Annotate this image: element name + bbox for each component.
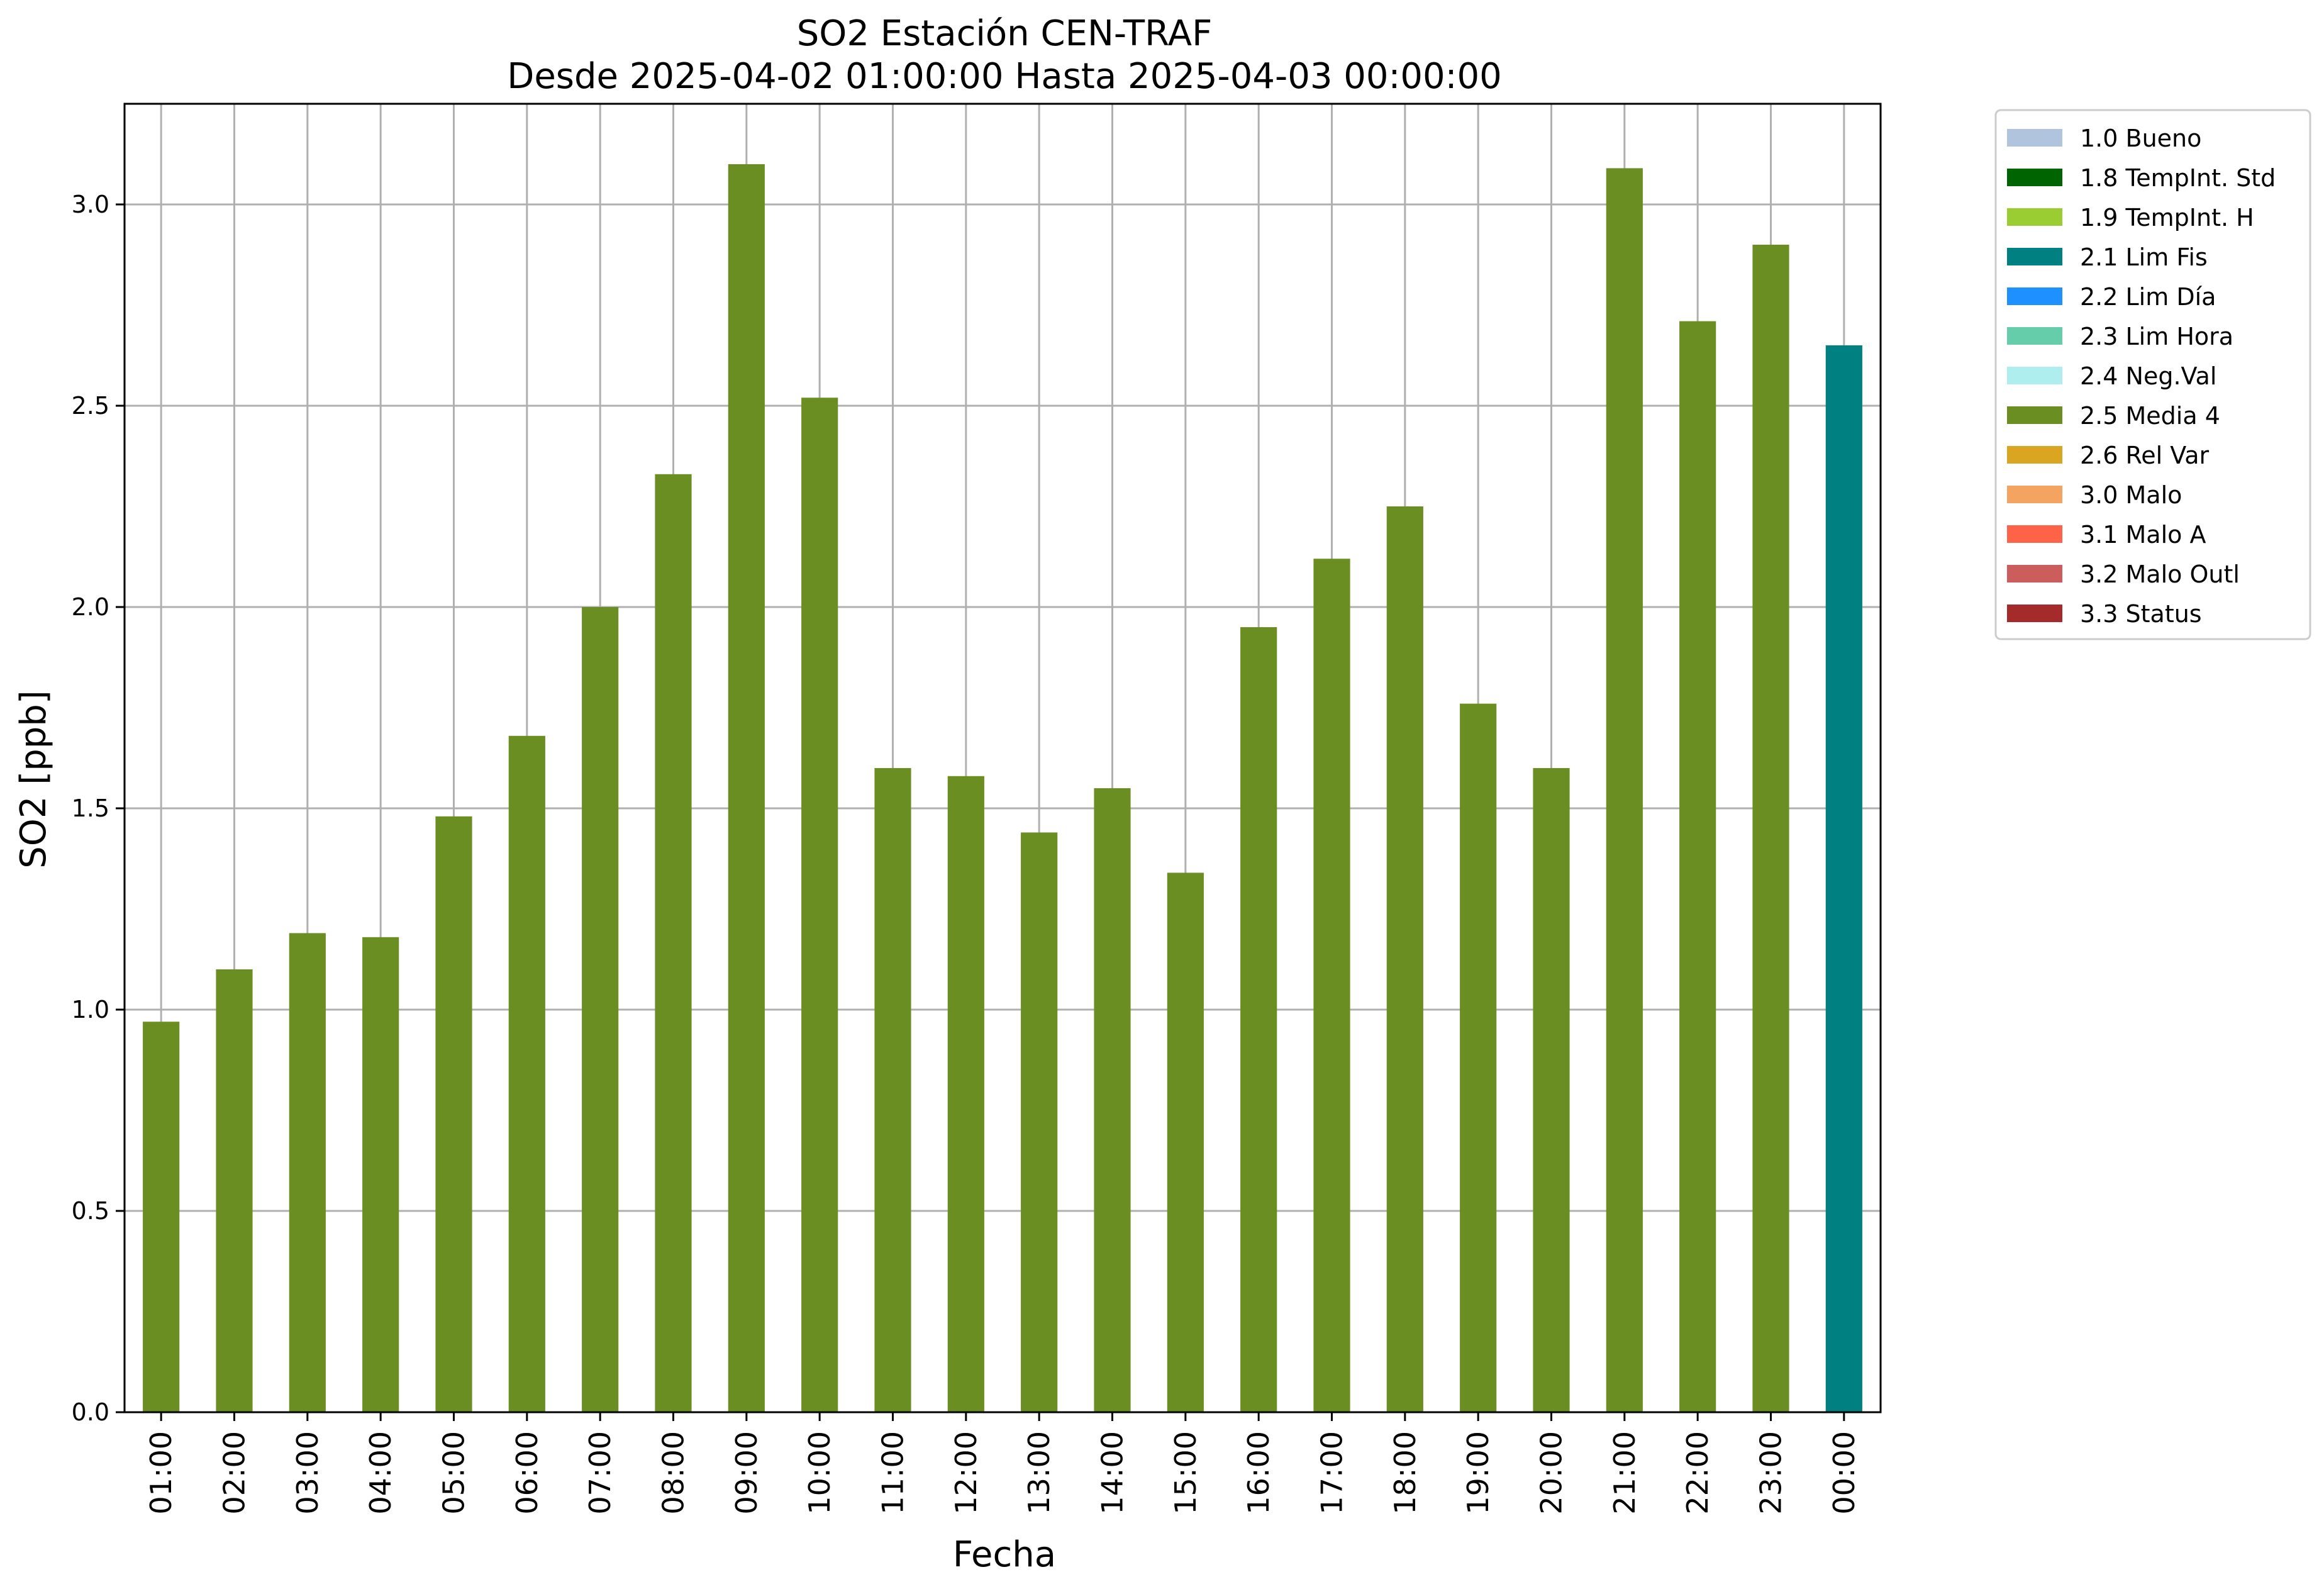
bar-0500	[435, 816, 472, 1412]
x-tick-label: 10:00	[803, 1431, 837, 1515]
bar-1500	[1167, 872, 1204, 1412]
bar-2100	[1606, 168, 1643, 1412]
x-tick-label: 14:00	[1096, 1431, 1130, 1515]
x-tick-label: 13:00	[1022, 1431, 1056, 1515]
y-tick-label: 1.5	[72, 794, 109, 822]
legend-label: 3.1 Malo A	[2080, 521, 2206, 549]
y-tick-label: 0.0	[72, 1398, 109, 1426]
legend-swatch	[2007, 446, 2062, 464]
x-tick-label: 22:00	[1681, 1431, 1715, 1515]
x-tick-label: 17:00	[1315, 1431, 1349, 1515]
legend-label: 3.2 Malo Outl	[2080, 560, 2240, 588]
legend-swatch	[2007, 248, 2062, 265]
bar-0200	[216, 969, 253, 1412]
x-tick-label: 05:00	[437, 1431, 471, 1515]
x-tick-label: 07:00	[583, 1431, 617, 1515]
legend-swatch	[2007, 525, 2062, 543]
legend-swatch	[2007, 565, 2062, 582]
bar-0600	[508, 735, 545, 1412]
bar-0700	[582, 607, 619, 1412]
x-tick-label: 19:00	[1461, 1431, 1495, 1515]
bar-1100	[874, 768, 911, 1412]
legend-frame	[1994, 109, 2311, 640]
bars	[143, 164, 1862, 1413]
legend-label: 2.2 Lim Día	[2080, 283, 2216, 311]
y-tick-label: 1.0	[72, 996, 109, 1023]
legend-swatch	[2007, 605, 2062, 622]
legend-label: 2.3 Lim Hora	[2080, 323, 2233, 350]
plot-frame	[123, 103, 1882, 1413]
bar-1200	[947, 776, 984, 1412]
bar-0000	[1825, 345, 1862, 1412]
x-tick-label: 02:00	[218, 1431, 252, 1515]
legend-swatch	[2007, 367, 2062, 384]
legend-label: 1.9 TempInt. H	[2080, 204, 2254, 231]
bar-0900	[728, 164, 765, 1412]
y-tick-label: 0.5	[72, 1197, 109, 1225]
bar-2200	[1679, 321, 1716, 1413]
y-axis-label: SO2 [ppb]	[13, 690, 54, 868]
x-tick-label: 18:00	[1388, 1431, 1422, 1515]
legend-swatch	[2007, 406, 2062, 424]
bar-0100	[143, 1022, 180, 1412]
legend-label: 3.3 Status	[2080, 600, 2202, 628]
x-tick-label: 15:00	[1169, 1431, 1203, 1515]
x-tick-label: 08:00	[657, 1431, 691, 1515]
x-axis-label: Fecha	[953, 1534, 1056, 1575]
x-tick-label: 01:00	[144, 1431, 178, 1515]
bar-2300	[1752, 245, 1789, 1412]
bar-1300	[1021, 832, 1058, 1412]
x-tick-label: 06:00	[510, 1431, 544, 1515]
chart-subtitle: Desde 2025-04-02 01:00:00 Hasta 2025-04-…	[507, 56, 1502, 97]
legend-swatch	[2007, 486, 2062, 503]
legend-swatch	[2007, 169, 2062, 186]
x-tick-label: 23:00	[1754, 1431, 1788, 1515]
legend-label: 1.0 Bueno	[2080, 125, 2201, 152]
x-tick-label: 04:00	[364, 1431, 398, 1515]
bar-0800	[655, 474, 692, 1412]
legend-label: 2.5 Media 4	[2080, 402, 2220, 430]
legend-swatch	[2007, 208, 2062, 226]
chart-title: SO2 Estación CEN-TRAF	[797, 13, 1213, 54]
legend: 1.0 Bueno 1.8 TempInt. Std 1.9 TempInt. H 2…	[1994, 109, 2311, 640]
legend-swatch	[2007, 327, 2062, 345]
x-tick-label: 09:00	[730, 1431, 764, 1515]
bar-1000	[801, 398, 838, 1413]
bar-1700	[1313, 559, 1350, 1413]
x-tick-label: 16:00	[1242, 1431, 1276, 1515]
legend-label: 2.4 Neg.Val	[2080, 362, 2216, 390]
x-tick-label: 21:00	[1608, 1431, 1642, 1515]
bar-2000	[1533, 768, 1570, 1412]
y-tick-label: 2.0	[72, 593, 109, 621]
bar-1400	[1094, 788, 1131, 1412]
bar-1900	[1460, 703, 1497, 1412]
x-tick-label: 03:00	[291, 1431, 325, 1515]
bar-1600	[1240, 627, 1277, 1412]
legend-label: 1.8 TempInt. Std	[2080, 164, 2276, 192]
legend-swatch	[2007, 287, 2062, 305]
legend-label: 2.6 Rel Var	[2080, 442, 2210, 469]
x-tick-label: 11:00	[876, 1431, 910, 1515]
legend-label: 3.0 Malo	[2080, 481, 2182, 509]
x-axis-ticks: 01:00 02:00 03:00 04:00 05:00 06:00 07:00 08:00…	[144, 1412, 1861, 1515]
y-tick-label: 3.0	[72, 191, 109, 218]
y-axis-ticks: 0.0 0.5 1.0 1.5 2.0 2.5 3.0	[72, 191, 125, 1426]
x-tick-label: 00:00	[1827, 1431, 1861, 1515]
legend-label: 2.1 Lim Fis	[2080, 243, 2208, 271]
y-tick-label: 2.5	[72, 392, 109, 420]
bar-0300	[289, 933, 326, 1412]
bar-0400	[362, 937, 399, 1412]
bar-1800	[1386, 506, 1423, 1412]
legend-swatch	[2007, 129, 2062, 147]
x-tick-label: 20:00	[1535, 1431, 1569, 1515]
x-tick-label: 12:00	[949, 1431, 983, 1515]
